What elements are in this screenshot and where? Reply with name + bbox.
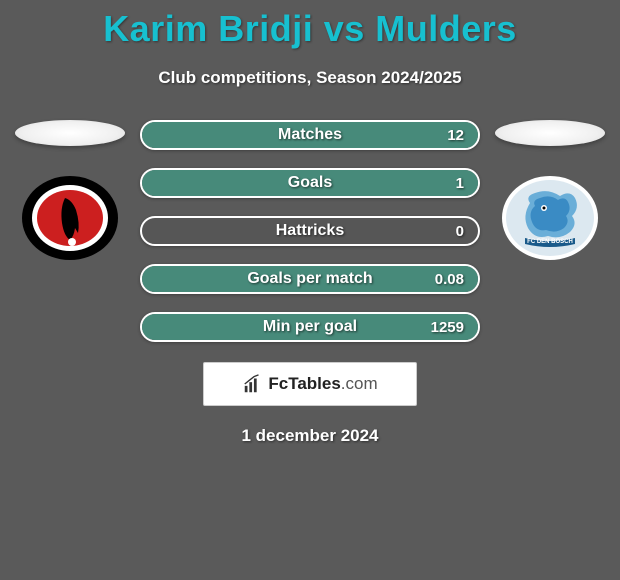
crest-right-icon: FC DEN BOSCH bbox=[500, 168, 600, 268]
main-row: Matches 12 Goals 1 Hattricks 0 Goals per… bbox=[0, 120, 620, 342]
right-oval bbox=[495, 120, 605, 146]
left-oval bbox=[15, 120, 125, 146]
logo-text-bold: FcTables bbox=[268, 374, 340, 393]
stat-label: Min per goal bbox=[142, 318, 478, 336]
stat-row-gpm: Goals per match 0.08 bbox=[140, 264, 480, 294]
fctables-logo[interactable]: FcTables.com bbox=[203, 362, 417, 406]
stat-label: Goals per match bbox=[142, 270, 478, 288]
stat-row-mpg: Min per goal 1259 bbox=[140, 312, 480, 342]
right-col: FC DEN BOSCH bbox=[490, 120, 610, 268]
stat-row-goals: Goals 1 bbox=[140, 168, 480, 198]
logo-text-light: .com bbox=[341, 374, 378, 393]
stat-label: Matches bbox=[142, 126, 478, 144]
subtitle: Club competitions, Season 2024/2025 bbox=[0, 68, 620, 88]
stat-value: 1259 bbox=[431, 319, 464, 336]
stat-value: 12 bbox=[447, 127, 464, 144]
svg-text:FC DEN BOSCH: FC DEN BOSCH bbox=[527, 239, 573, 245]
stat-row-hattricks: Hattricks 0 bbox=[140, 216, 480, 246]
logo-text: FcTables.com bbox=[268, 374, 377, 394]
chart-icon bbox=[242, 373, 264, 395]
stats-col: Matches 12 Goals 1 Hattricks 0 Goals per… bbox=[140, 120, 480, 342]
date-line: 1 december 2024 bbox=[0, 426, 620, 446]
stat-value: 0 bbox=[456, 223, 464, 240]
page-title: Karim Bridji vs Mulders bbox=[0, 0, 620, 50]
stat-label: Goals bbox=[142, 174, 478, 192]
stat-value: 0.08 bbox=[435, 271, 464, 288]
left-col bbox=[10, 120, 130, 268]
left-crest bbox=[20, 168, 120, 268]
stat-value: 1 bbox=[456, 175, 464, 192]
right-crest: FC DEN BOSCH bbox=[500, 168, 600, 268]
crest-left-icon bbox=[20, 168, 120, 268]
stat-label: Hattricks bbox=[142, 222, 478, 240]
stat-row-matches: Matches 12 bbox=[140, 120, 480, 150]
